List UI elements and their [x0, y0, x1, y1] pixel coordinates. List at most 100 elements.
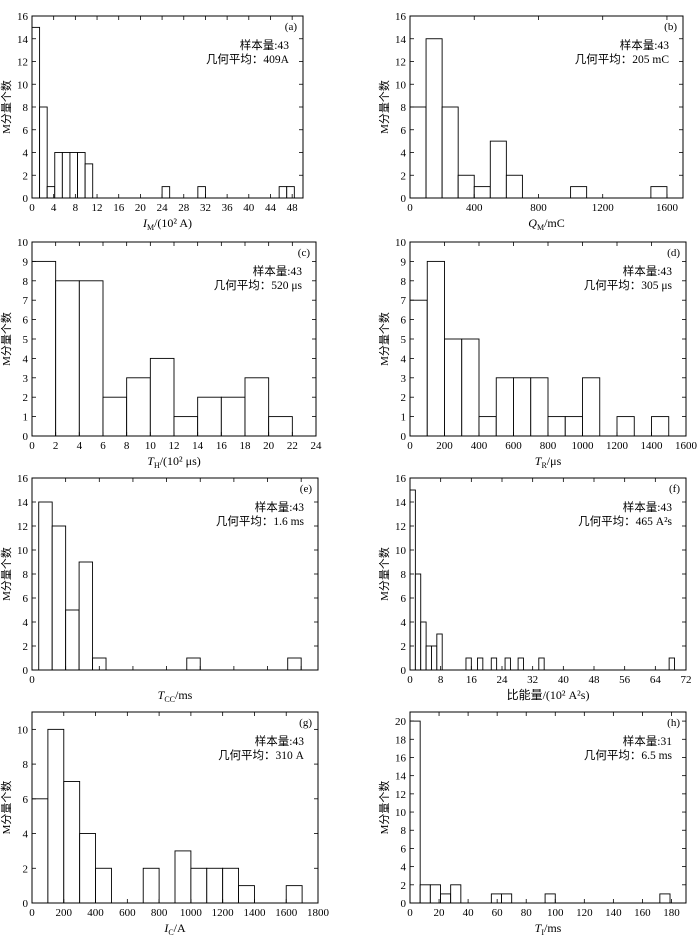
- x-tick-label: 40: [243, 202, 255, 214]
- y-tick-label: 4: [23, 148, 29, 160]
- histogram-bar: [544, 893, 556, 904]
- histogram-bar: [419, 884, 431, 904]
- x-axis-label-subscript: M: [537, 223, 544, 232]
- histogram-bar: [420, 621, 427, 671]
- x-axis-label: TI/ms: [535, 921, 562, 937]
- panel-label: (b): [664, 21, 677, 33]
- y-tick-label: 4: [401, 862, 407, 874]
- y-tick-label: 8: [23, 569, 29, 581]
- y-tick-label: 8: [23, 759, 29, 771]
- y-tick-label: 6: [401, 315, 407, 327]
- y-tick-label: 12: [395, 521, 406, 533]
- y-tick-label: 14: [395, 34, 407, 46]
- geometric-mean-annotation: 几何平均：6.5 ms: [584, 749, 673, 762]
- x-tick-label: 2: [53, 440, 59, 452]
- histogram-bar: [38, 501, 53, 671]
- geometric-mean-annotation: 几何平均：310 A: [218, 749, 305, 762]
- x-tick-label: 12: [169, 440, 180, 452]
- y-tick-label: 1: [401, 412, 407, 424]
- y-tick-label: 2: [23, 863, 29, 875]
- histogram-bar: [650, 186, 668, 199]
- histogram-bar: [444, 338, 463, 437]
- y-tick-label: 9: [401, 256, 407, 268]
- y-tick-label: 10: [395, 545, 407, 557]
- x-tick-label: 8: [124, 440, 130, 452]
- histogram-bar: [268, 416, 293, 437]
- y-tick-label: 3: [23, 373, 29, 385]
- x-tick-label: 600: [505, 440, 522, 452]
- histogram-bar: [513, 377, 532, 437]
- y-tick-label: 8: [401, 569, 407, 581]
- panel-label: (h): [667, 717, 680, 729]
- histogram-bar: [530, 377, 549, 437]
- histogram-bar: [668, 657, 675, 671]
- histogram-bar: [440, 893, 452, 904]
- x-axis-label-unit: /mC: [544, 216, 565, 230]
- x-axis-label-unit: /ms: [175, 688, 193, 702]
- panel-label: (f): [669, 483, 680, 495]
- y-tick-label: 6: [401, 843, 407, 855]
- histogram-bar: [425, 38, 443, 199]
- x-axis-label-symbol: 比能量: [507, 688, 543, 702]
- panel-e: 00 2 4 6 8 10 12 14 16 M分量个数 TCC/ms (e) 样本量:43几何平均：1…: [0, 473, 319, 704]
- x-tick-label: 800: [530, 202, 547, 214]
- histogram-bar: [490, 657, 498, 671]
- panel-label: (g): [299, 717, 312, 729]
- y-tick-label: 6: [401, 125, 407, 137]
- y-tick-label: 8: [401, 276, 407, 288]
- x-tick-label: 24: [311, 440, 323, 452]
- x-axis-label: TCC/ms: [158, 688, 193, 704]
- x-tick-label: 1200: [606, 440, 629, 452]
- x-tick-label: 160: [634, 907, 651, 919]
- x-tick-label: 14: [192, 440, 204, 452]
- geometric-mean-annotation: 几何平均：1.6 ms: [216, 515, 305, 528]
- y-tick-label: 10: [17, 237, 29, 249]
- geometric-mean-annotation: 几何平均：520 μs: [214, 279, 303, 292]
- histogram-bar: [186, 657, 201, 671]
- y-tick-label: 16: [395, 11, 407, 23]
- x-tick-label: 20: [263, 440, 275, 452]
- x-tick-label: 0: [407, 440, 413, 452]
- y-tick-label: 2: [23, 641, 29, 653]
- x-axis-label: IM/(10² A): [142, 216, 192, 232]
- histogram-bar: [78, 280, 104, 437]
- y-tick-label: 10: [17, 545, 29, 557]
- y-tick-label: 8: [23, 276, 29, 288]
- x-tick-label: 16: [216, 440, 228, 452]
- x-tick-label: 1000: [572, 440, 595, 452]
- sample-size-annotation: 样本量:43: [253, 264, 302, 278]
- x-tick-label: 4: [77, 440, 83, 452]
- y-tick-label: 6: [23, 593, 29, 605]
- x-axis-label-symbol: T: [535, 454, 543, 468]
- x-tick-label: 400: [471, 440, 488, 452]
- y-tick-label: 0: [401, 665, 407, 677]
- x-axis-label-symbol: I: [163, 921, 169, 935]
- x-tick-label: 800: [151, 907, 168, 919]
- x-tick-label: 12: [92, 202, 103, 214]
- y-tick-label: 2: [401, 641, 407, 653]
- x-axis-label: TH/(10² μs): [147, 454, 201, 470]
- x-tick-label: 0: [407, 674, 413, 686]
- y-axis-label: M分量个数: [0, 312, 13, 366]
- y-tick-label: 14: [395, 497, 407, 509]
- y-axis-label: M分量个数: [378, 312, 391, 366]
- x-tick-label: 600: [119, 907, 136, 919]
- y-tick-label: 10: [395, 79, 407, 91]
- x-axis-label-subscript: CC: [164, 695, 175, 704]
- histogram-bar: [197, 186, 206, 199]
- y-tick-label: 7: [401, 295, 407, 307]
- y-tick-label: 12: [17, 57, 28, 69]
- histogram-bar: [55, 280, 80, 437]
- x-tick-label: 400: [466, 202, 483, 214]
- histogram-bar: [142, 867, 160, 904]
- histogram-bar: [65, 609, 80, 671]
- histogram-bar: [31, 26, 41, 199]
- panel-h: 0 20 40 60 80 100 120 140 160 180 0 2 4 6 8 10 12 14 16 18 2…: [378, 711, 687, 937]
- x-tick-label: 48: [287, 202, 299, 214]
- histogram-bar: [95, 867, 112, 904]
- histogram-bar: [238, 885, 255, 904]
- y-tick-label: 0: [401, 898, 407, 910]
- histogram-bar: [564, 416, 583, 437]
- panel-a: 0 4 8 12 16 20 24 28 32 36 40 44 480246810121416M分量个…: [0, 11, 304, 232]
